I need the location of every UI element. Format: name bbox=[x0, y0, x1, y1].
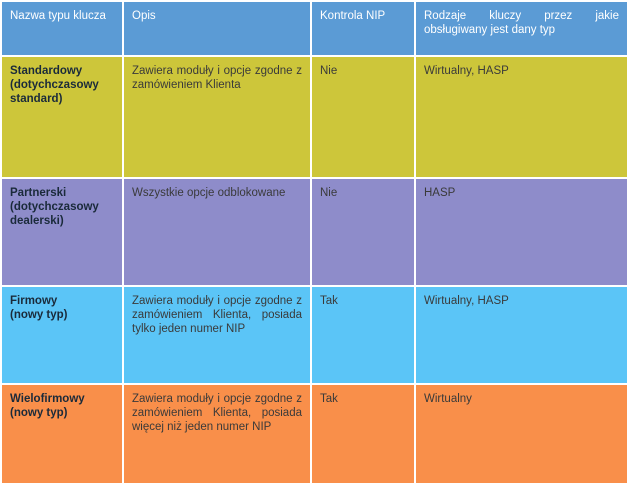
header-key-type-name: Nazwa typu klucza bbox=[0, 0, 124, 57]
row-description: Zawiera moduły i opcje zgodne z zamówien… bbox=[122, 55, 312, 179]
header-nip-control: Kontrola NIP bbox=[310, 0, 416, 57]
row-key-name: Partnerski (dotychczasowy dealerski) bbox=[0, 177, 124, 287]
row-description: Zawiera moduły i opcje zgodne z zamówien… bbox=[122, 285, 312, 385]
row-nip-control: Tak bbox=[310, 383, 416, 485]
row-nip-control: Nie bbox=[310, 177, 416, 287]
header-description: Opis bbox=[122, 0, 312, 57]
row-description: Wszystkie opcje odblokowane bbox=[122, 177, 312, 287]
table-row-partner: Partnerski (dotychczasowy dealerski) Wsz… bbox=[0, 177, 627, 287]
row-key-name: Standardowy (dotychczasowy standard) bbox=[0, 55, 124, 179]
row-key-types: Wirtualny, HASP bbox=[414, 285, 627, 385]
row-key-types: Wirtualny bbox=[414, 383, 627, 485]
table-row-standard: Standardowy (dotychczasowy standard) Zaw… bbox=[0, 55, 627, 179]
header-supported-key-kinds: Rodzaje kluczy przez jakie obsługiwany j… bbox=[414, 0, 627, 57]
table-row-multifirm: Wielofirmowy (nowy typ) Zawiera moduły i… bbox=[0, 383, 627, 485]
key-types-table: Nazwa typu klucza Opis Kontrola NIP Rodz… bbox=[0, 0, 627, 485]
table-header-row: Nazwa typu klucza Opis Kontrola NIP Rodz… bbox=[0, 0, 627, 57]
row-key-name: Firmowy (nowy typ) bbox=[0, 285, 124, 385]
row-nip-control: Nie bbox=[310, 55, 416, 179]
row-description: Zawiera moduły i opcje zgodne z zamówien… bbox=[122, 383, 312, 485]
row-key-types: HASP bbox=[414, 177, 627, 287]
table-row-firm: Firmowy (nowy typ) Zawiera moduły i opcj… bbox=[0, 285, 627, 385]
row-nip-control: Tak bbox=[310, 285, 416, 385]
row-key-types: Wirtualny, HASP bbox=[414, 55, 627, 179]
row-key-name: Wielofirmowy (nowy typ) bbox=[0, 383, 124, 485]
